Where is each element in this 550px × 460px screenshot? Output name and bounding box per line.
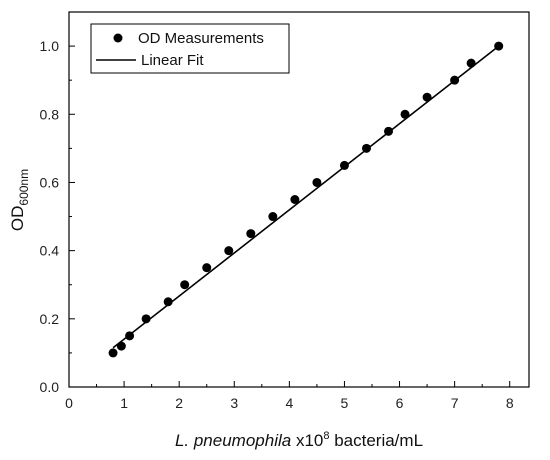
data-points [108,41,504,358]
y-tick-label: 0.2 [40,311,60,327]
data-point [116,341,126,351]
data-point [180,280,190,290]
legend: OD Measurements Linear Fit [90,23,290,74]
x-tick-label: 1 [120,395,128,411]
data-point [290,195,300,204]
y-tick-label: 0.4 [40,243,60,259]
x-axis-label-prefix: x10 [291,431,323,450]
legend-label-linear-fit: Linear Fit [141,52,204,69]
data-point [312,177,322,187]
data-point [400,109,410,119]
x-axis-label-italic: L. pneumophila [175,431,291,450]
x-tick-label: 2 [175,395,183,411]
data-point [466,58,476,68]
y-tick-label: 1.0 [40,38,60,54]
data-point [361,143,371,153]
y-tick-label: 0.0 [40,379,60,395]
x-tick-label: 0 [65,395,73,411]
data-point [422,92,432,102]
x-tick-label: 4 [285,395,293,411]
data-point [108,348,118,358]
x-tick-label: 6 [396,395,404,411]
y-tick-label: 0.6 [40,174,60,190]
plot-frame [68,11,530,388]
data-point [268,212,278,222]
y-axis-label-main: OD [8,206,27,232]
legend-label-od-measurements: OD Measurements [138,30,264,47]
data-point [494,41,504,51]
x-axis-label: L. pneumophila x108 bacteria/mL [175,430,423,450]
x-tick-label: 7 [451,395,459,411]
legend-marker-od-measurements [113,33,123,43]
data-point [163,297,173,307]
x-axis-label-exponent: 8 [323,430,329,442]
data-point [384,126,394,136]
x-tick-label: 8 [506,395,514,411]
data-point [224,246,234,256]
data-point [125,331,135,341]
y-axis-label-subscript: 600nm [17,169,31,206]
x-tick-label: 3 [230,395,238,411]
x-tick-label: 5 [341,395,349,411]
y-tick-label: 0.8 [40,106,60,122]
legend-box [90,23,290,74]
data-point [202,263,212,273]
data-point [141,314,151,324]
axis-ticks: 0 1 2 3 4 5 6 7 8 0.0 0.2 0.4 0.6 0.8 1.0 [40,38,514,411]
linear-fit-line [112,45,500,349]
y-axis-label: OD600nm [8,169,31,231]
data-point [450,75,460,85]
data-point [246,229,256,239]
x-axis-label-unit: bacteria/mL [329,431,423,450]
data-point [339,160,349,170]
